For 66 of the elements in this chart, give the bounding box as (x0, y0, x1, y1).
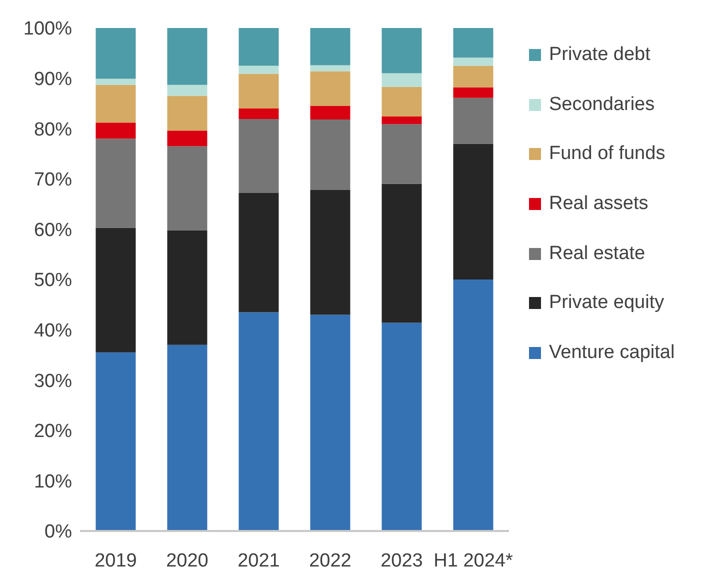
y-tick-label: 30% (34, 370, 72, 392)
bar (453, 28, 494, 58)
bar (382, 184, 422, 323)
y-tick-label: 100% (23, 18, 72, 40)
bar (238, 108, 279, 120)
y-tick-label: 10% (34, 471, 72, 492)
bar (382, 116, 422, 124)
bar (453, 280, 494, 531)
bar (310, 106, 350, 120)
bar (238, 192, 279, 312)
y-tick-label: 60% (34, 220, 72, 241)
bar (96, 84, 136, 123)
x-tick-label: H1 2024* (434, 550, 514, 572)
bar (382, 73, 422, 87)
bar (167, 130, 208, 146)
bar (310, 71, 350, 106)
bar (453, 66, 494, 88)
bar (96, 352, 136, 531)
bar (238, 74, 279, 108)
bar (453, 98, 494, 144)
bar (238, 28, 279, 66)
bar (382, 322, 422, 531)
y-tick-label: 40% (34, 320, 72, 342)
bar (167, 146, 208, 230)
x-tick-label: 2022 (309, 550, 352, 572)
legend-label: Real assets (549, 192, 648, 215)
y-tick-label: 90% (34, 69, 72, 90)
legend-label: Private equity (549, 292, 664, 314)
legend-label: Real estate (549, 242, 646, 265)
bar (167, 28, 208, 85)
bar (453, 58, 494, 66)
bar (167, 84, 208, 96)
bar (238, 312, 279, 531)
legend-label: Fund of funds (549, 143, 666, 166)
bar (167, 230, 208, 345)
bar (382, 124, 422, 184)
bar (453, 144, 494, 280)
bar (167, 344, 208, 531)
bar (310, 314, 350, 531)
y-tick-label: 70% (34, 170, 72, 191)
bar (382, 86, 422, 117)
legend-label: Secondaries (549, 94, 655, 116)
y-tick-label: 0% (44, 522, 72, 543)
bar (238, 119, 279, 193)
bar (96, 78, 136, 85)
x-tick-label: 2019 (94, 550, 137, 572)
x-tick-label: 2023 (380, 550, 423, 572)
legend-label: Venture capital (549, 342, 675, 364)
bar (96, 138, 136, 228)
bar (310, 120, 350, 190)
bar (310, 28, 350, 66)
y-tick-label: 80% (34, 119, 72, 140)
bar (310, 190, 350, 315)
bar (167, 96, 208, 131)
bar (96, 228, 136, 352)
y-tick-label: 20% (34, 421, 72, 442)
bar (453, 87, 494, 98)
x-tick-label: 2020 (166, 550, 208, 572)
bar (96, 28, 136, 79)
legend-label: Private debt (549, 44, 650, 66)
bar (382, 28, 422, 74)
bar (310, 65, 350, 72)
bar (238, 66, 279, 74)
x-tick-label: 2021 (238, 550, 280, 572)
bar (96, 122, 136, 139)
y-tick-label: 50% (34, 270, 72, 292)
